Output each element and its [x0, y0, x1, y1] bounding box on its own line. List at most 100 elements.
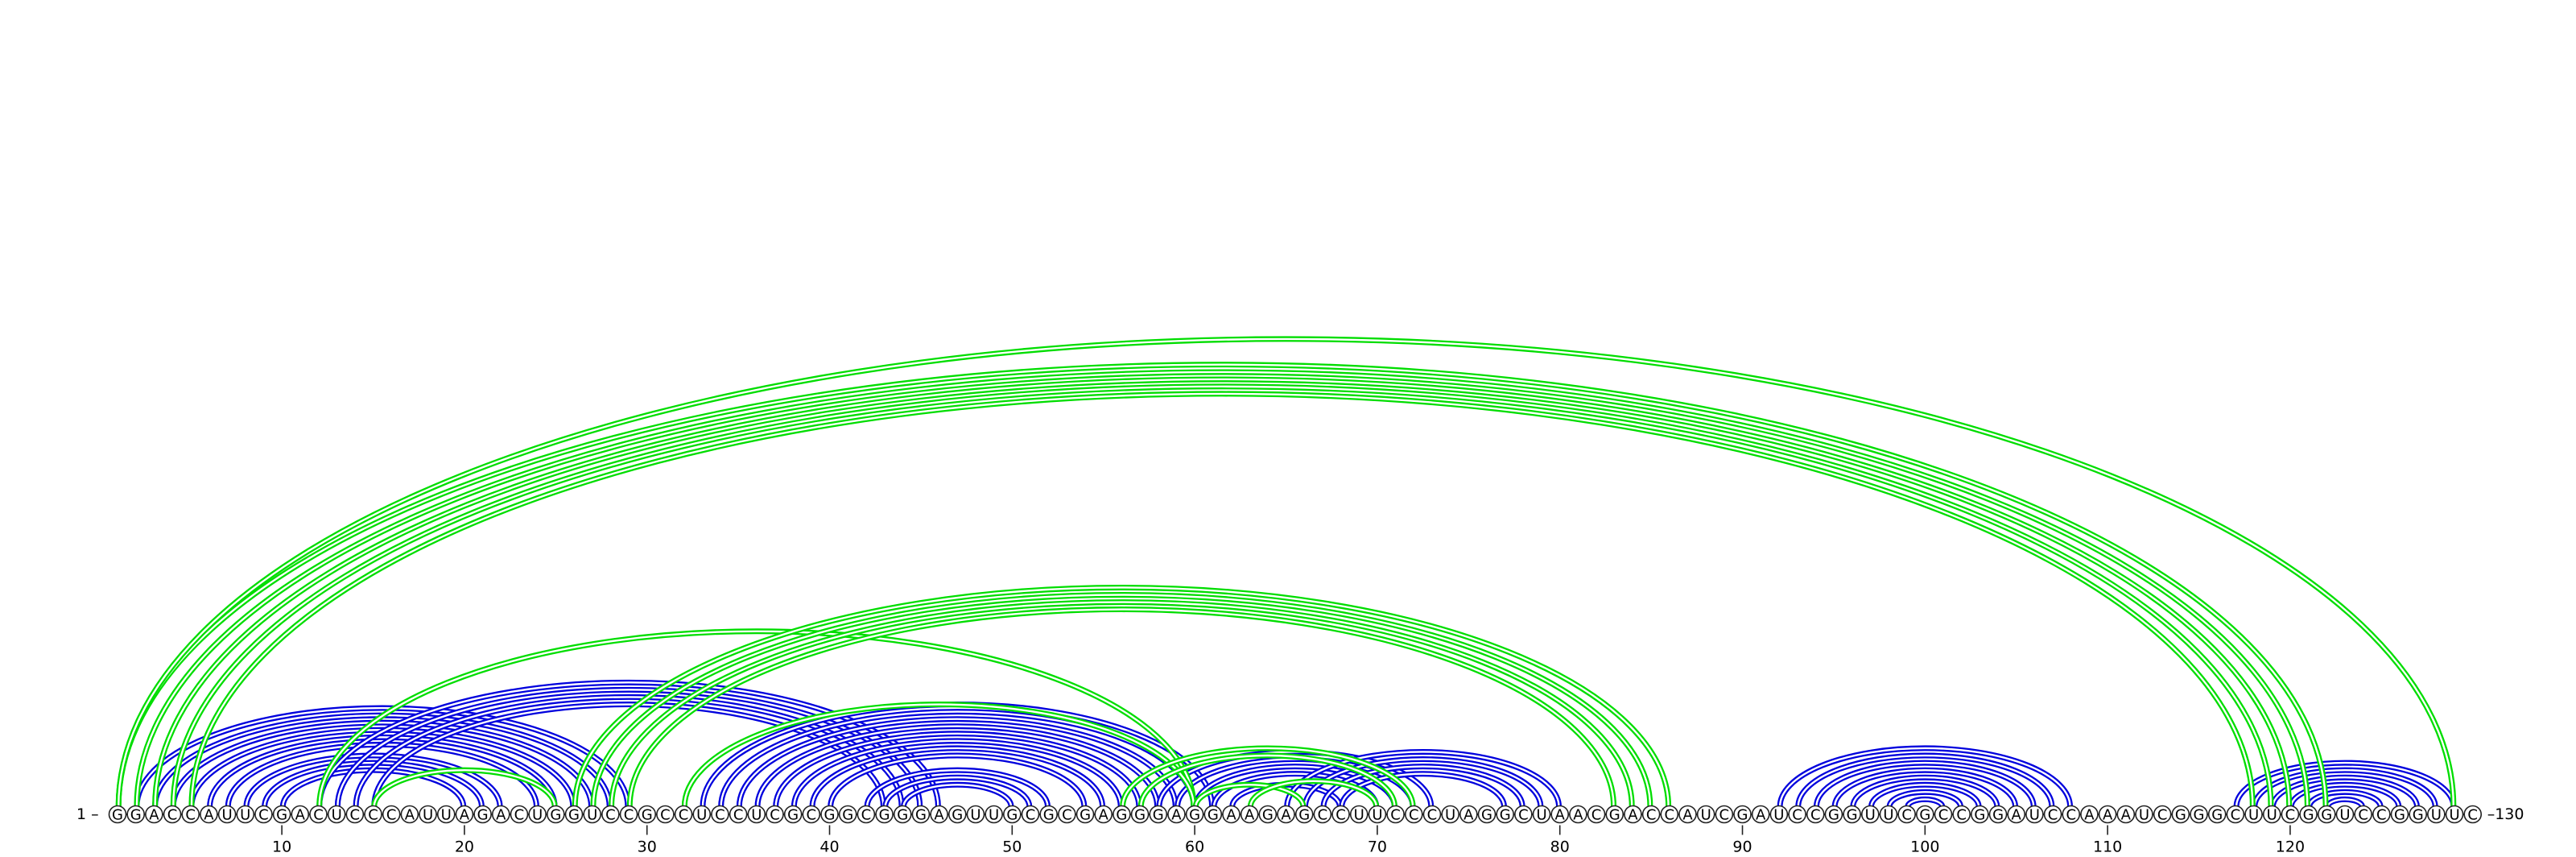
nucleotide-circle: [766, 805, 784, 824]
nucleotide-letter: C: [1518, 807, 1529, 824]
nucleotide-50: G: [1003, 805, 1022, 824]
nucleotide-letter: C: [2376, 807, 2387, 824]
nucleotide-circle: [309, 805, 328, 824]
nucleotide-27: U: [583, 805, 601, 824]
nucleotide-56: G: [1113, 805, 1131, 824]
nucleotide-circle: [364, 805, 382, 824]
nucleotide-circle: [2390, 805, 2409, 824]
nucleotide-letter: C: [715, 807, 725, 824]
nucleotide-letter: G: [2194, 807, 2205, 824]
nucleotide-circle: [2062, 805, 2081, 824]
base-pair-arc-blue: [1831, 767, 2019, 807]
nucleotide-120: C: [2281, 805, 2300, 824]
nucleotide-113: C: [2153, 805, 2172, 824]
nucleotide-93: C: [1788, 805, 1806, 824]
nucleotide-circle: [1075, 805, 1095, 824]
nucleotide-circle: [1149, 805, 1168, 824]
nucleotide-circle: [2372, 805, 2391, 824]
tick-80: 80: [1550, 825, 1570, 856]
nucleotide-letter: C: [2285, 807, 2296, 824]
nucleotide-letter: U: [221, 807, 232, 824]
nucleotide-circle: [875, 805, 894, 824]
nucleotide-61: G: [1203, 805, 1223, 824]
nucleotide-circle: [126, 805, 145, 824]
nucleotide-letter: C: [2066, 807, 2076, 824]
arc-gap: [738, 718, 1177, 807]
nucleotide-letter: A: [1573, 807, 1583, 824]
nucleotide-circle: [2226, 805, 2245, 824]
nucleotide-circle: [1496, 805, 1514, 824]
tick-50: 50: [1002, 825, 1022, 856]
nucleotide-16: C: [382, 805, 401, 824]
nucleotide-circle: [2281, 805, 2300, 824]
base-pair-arc-green: [316, 628, 1197, 807]
nucleotide-circle: [1843, 805, 1861, 824]
arc-gap: [610, 601, 1633, 807]
arc-gap: [829, 754, 1086, 807]
nucleotide-circle: [1477, 805, 1496, 824]
end-position-label: –130: [2487, 805, 2524, 823]
nucleotide-letter: A: [1463, 807, 1474, 824]
arc-gap: [2326, 798, 2363, 807]
tick-label: 40: [819, 838, 839, 856]
nucleotide-42: C: [857, 805, 876, 824]
nucleotide-letter: G: [824, 807, 836, 824]
nucleotide-circle: [1294, 805, 1314, 824]
nucleotide-letter: G: [1847, 807, 1858, 824]
nucleotide-letter: G: [1828, 807, 1839, 824]
arc-gap: [118, 363, 2327, 807]
nucleotide-letter: C: [1646, 807, 1657, 824]
arc-gap: [811, 747, 1104, 807]
nucleotide-130: C: [2463, 805, 2483, 824]
nucleotide-letter: G: [879, 807, 890, 824]
nucleotide-105: A: [2007, 805, 2026, 824]
nucleotide-letter: A: [1555, 807, 1566, 824]
nucleotide-3: A: [145, 805, 163, 824]
nucleotide-20: A: [455, 805, 474, 824]
nucleotide-65: A: [1277, 805, 1295, 824]
tick-label: 70: [1368, 838, 1387, 856]
nucleotide-circle: [272, 805, 291, 824]
arc-gap: [1121, 747, 1414, 807]
arc-gap: [154, 378, 2290, 807]
base-pair-arc-blue: [1302, 756, 1544, 807]
nucleotide-33: U: [692, 805, 712, 824]
base-pair-arc-green: [1247, 778, 1380, 807]
nucleotide-letter: C: [807, 807, 817, 824]
nucleotide-82: C: [1587, 805, 1606, 824]
nucleotide-100: G: [1916, 805, 1934, 824]
nucleotide-71: C: [1386, 805, 1405, 824]
nucleotide-circle: [436, 805, 456, 824]
tick-label: 110: [2093, 838, 2122, 856]
nucleotide-circle: [2025, 805, 2044, 824]
nucleotide-circle: [1039, 805, 1058, 824]
nucleotide-19: U: [436, 805, 456, 824]
nucleotide-circle: [638, 805, 657, 824]
base-pair-arc-blue: [809, 745, 1106, 807]
nucleotide-circle: [656, 805, 675, 824]
base-pair-arc-blue: [1795, 752, 2055, 807]
nucleotide-circle: [1331, 805, 1350, 824]
arc-gap: [2253, 768, 2437, 807]
nucleotide-108: C: [2062, 805, 2081, 824]
nucleotide-51: C: [1021, 805, 1040, 824]
nucleotide-2: G: [126, 805, 145, 824]
nucleotide-circle: [291, 805, 310, 824]
nucleotide-circle: [2080, 805, 2099, 824]
nucleotide-circle: [2409, 805, 2427, 824]
nucleotide-90: G: [1733, 805, 1752, 824]
nucleotide-circle: [2171, 805, 2190, 824]
nucleotide-55: A: [1094, 805, 1113, 824]
nucleotide-letter: A: [1171, 807, 1182, 824]
nucleotide-letter: C: [368, 807, 378, 824]
nucleotide-letter: C: [1409, 807, 1419, 824]
nucleotide-circle: [1167, 805, 1186, 824]
nucleotide-92: U: [1769, 805, 1789, 824]
nucleotide-41: G: [838, 805, 857, 824]
nucleotide-letter: C: [1591, 807, 1602, 824]
nucleotide-letter: U: [2431, 807, 2442, 824]
nucleotide-letter: A: [1226, 807, 1236, 824]
nucleotide-9: C: [254, 805, 273, 824]
nucleotide-85: C: [1641, 805, 1661, 824]
arc-gap: [2308, 791, 2382, 807]
